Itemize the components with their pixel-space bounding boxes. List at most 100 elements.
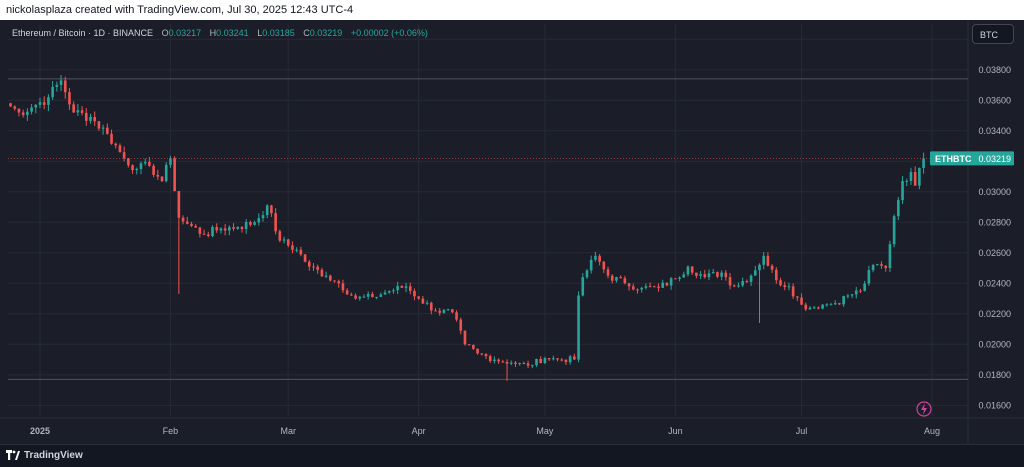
candle-body: [236, 226, 240, 229]
candle-body: [484, 354, 488, 357]
candle-body: [657, 286, 660, 288]
candle-body: [585, 270, 589, 278]
candle-body: [859, 290, 862, 292]
candle-body: [417, 296, 420, 299]
candle-body: [636, 289, 639, 291]
y-tick-label: 0.03000: [978, 187, 1011, 197]
candle-body: [257, 218, 261, 223]
candle-body: [463, 330, 467, 345]
close-key: C: [303, 28, 310, 38]
candle-body: [451, 309, 454, 313]
candle-body: [106, 127, 109, 134]
candle-body: [581, 277, 585, 296]
candle-body: [703, 274, 707, 278]
candle-body: [526, 363, 530, 366]
candle-body: [438, 310, 442, 313]
candle-body: [669, 278, 673, 286]
candle-body: [413, 290, 416, 297]
x-tick-label: Jun: [668, 426, 683, 436]
candle-body: [804, 304, 808, 310]
candle-body: [884, 265, 888, 269]
candle-body: [114, 143, 118, 146]
candle-body: [539, 358, 543, 364]
candle-body: [337, 281, 341, 284]
candle-body: [850, 294, 854, 296]
x-tick-label: 2025: [30, 426, 50, 436]
candle-body: [749, 275, 753, 282]
candle-body: [867, 270, 871, 284]
candle-body: [594, 255, 597, 260]
candle-body: [392, 290, 395, 292]
candle-body: [244, 222, 248, 229]
y-tick-label: 0.02200: [978, 309, 1011, 319]
last-price-ticker: ETHBTC: [935, 154, 972, 164]
candle-body: [34, 104, 38, 108]
candle-body: [644, 286, 648, 288]
candle-body: [787, 286, 791, 288]
candle-body: [509, 362, 513, 364]
y-tick-label: 0.02400: [978, 278, 1011, 288]
candle-body: [270, 205, 273, 214]
candle-body: [665, 282, 669, 286]
open-value: 0.03217: [168, 28, 202, 38]
candle-body: [829, 304, 833, 306]
candle-body: [185, 221, 189, 224]
x-tick-label: Feb: [163, 426, 179, 436]
candle-body: [543, 358, 547, 364]
candle-body: [619, 277, 622, 279]
candle-body: [429, 302, 433, 311]
candle-body: [303, 254, 307, 262]
candle-body: [164, 164, 168, 182]
x-tick-label: May: [536, 426, 554, 436]
candle-body: [223, 228, 227, 231]
candle-body: [846, 295, 850, 297]
candle-body: [84, 112, 88, 121]
candle-body: [278, 231, 282, 241]
symbol-title: Ethereum / Bitcoin · 1D · BINANCE: [12, 28, 154, 38]
candle-body: [442, 309, 446, 313]
candle-body: [854, 290, 858, 295]
candle-body: [897, 200, 900, 217]
y-tick-label: 0.01600: [978, 400, 1011, 410]
candle-body: [312, 266, 315, 268]
candle-body: [674, 278, 677, 280]
tradingview-logo-icon: [6, 450, 20, 460]
candle-body: [387, 290, 391, 293]
candle-body: [720, 272, 723, 277]
candle-body: [737, 285, 740, 287]
currency-button[interactable]: BTC: [972, 24, 1014, 44]
last-price-tag: [930, 151, 1014, 166]
lightning-icon[interactable]: [916, 401, 932, 417]
candle-body: [143, 161, 147, 164]
candle-body: [791, 286, 795, 297]
candle-body: [206, 234, 210, 236]
candle-body: [307, 261, 311, 267]
candle-body: [249, 222, 252, 225]
candle-body: [459, 319, 463, 331]
x-tick-label: Mar: [280, 426, 296, 436]
candle-body: [728, 277, 732, 286]
candle-body: [467, 344, 471, 346]
candle-body: [383, 292, 387, 295]
candle-body: [610, 275, 614, 281]
price-chart[interactable]: 0.01600 0.01800 0.02000 0.02200 0.02400 0.026…: [0, 20, 1024, 444]
candle-body: [568, 356, 572, 363]
candle-body: [812, 307, 816, 309]
high-value: 0.03241: [216, 28, 249, 38]
y-tick-label: 0.03800: [978, 65, 1011, 75]
candle-body: [219, 228, 223, 231]
candle-body: [329, 275, 332, 281]
candle-body: [652, 286, 656, 288]
candle-body: [615, 277, 618, 281]
candle-body: [404, 286, 408, 288]
candle-body: [13, 106, 17, 109]
candle-body: [598, 255, 601, 262]
candle-body: [606, 269, 610, 276]
candle-body: [522, 362, 526, 364]
candle-body: [623, 278, 627, 284]
candle-body: [375, 296, 378, 298]
candle-body: [880, 264, 883, 266]
candle-body: [564, 359, 568, 363]
change-value: +0.00002 (+0.06%): [350, 28, 428, 38]
candle-body: [181, 217, 185, 222]
